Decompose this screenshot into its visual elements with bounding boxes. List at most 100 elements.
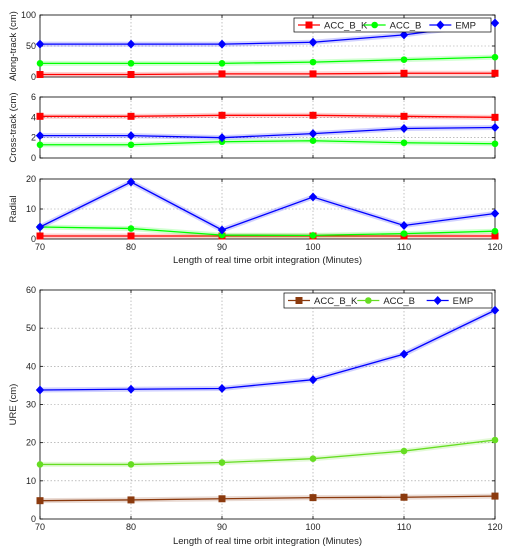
data-point: [35, 39, 45, 49]
x-tick-label: 80: [126, 242, 136, 252]
legend-marker: [436, 20, 445, 30]
data-point: [218, 459, 226, 466]
legend-marker: [295, 297, 303, 304]
x-tick-label: 90: [217, 522, 227, 532]
legend-marker: [365, 297, 372, 304]
data-point: [400, 56, 408, 63]
series-emp: [35, 305, 500, 395]
y-tick-label: 50: [26, 41, 36, 51]
data-point: [490, 208, 500, 219]
y-axis-label: URE (cm): [8, 384, 19, 426]
data-point: [491, 227, 499, 235]
data-point: [127, 225, 135, 232]
data-point: [491, 53, 499, 61]
data-point: [36, 71, 44, 79]
data-point: [35, 385, 45, 395]
x-tick-label: 120: [487, 242, 502, 252]
data-point: [309, 232, 317, 239]
legend-label: ACC_B_K: [324, 20, 368, 31]
y-tick-label: 30: [26, 400, 36, 410]
data-point: [217, 225, 227, 235]
data-point: [126, 131, 136, 141]
series-emp: [35, 177, 500, 235]
data-point: [309, 494, 317, 502]
legend-marker: [305, 21, 313, 29]
data-point: [36, 141, 44, 149]
data-point: [309, 58, 317, 66]
data-point: [309, 137, 317, 145]
x-tick-label: 70: [35, 522, 45, 532]
data-point: [309, 111, 317, 119]
legend-marker: [371, 21, 378, 29]
data-point: [217, 133, 227, 143]
series-line: [39, 226, 496, 237]
y-tick-label: 0: [31, 72, 36, 82]
legend-label: EMP: [453, 296, 474, 307]
x-tick-label: 120: [487, 522, 502, 532]
data-point: [218, 495, 226, 503]
y-tick-label: 20: [26, 174, 36, 184]
legend-label: ACC_B: [383, 296, 415, 307]
data-point: [35, 131, 45, 141]
data-point: [308, 37, 318, 47]
y-tick-label: 4: [31, 112, 36, 122]
data-point: [127, 461, 135, 468]
series-line: [39, 309, 496, 391]
data-point: [36, 497, 44, 505]
y-tick-label: 10: [26, 476, 36, 486]
data-point: [490, 122, 500, 133]
panel-4: 70 80 90 100 110 120 0 10 20 30 40 50 60 URE (cm) Leng…: [8, 285, 503, 547]
series-line: [40, 56, 496, 65]
y-tick-label: 0: [31, 153, 36, 163]
y-axis-label: Cross-track (cm): [8, 92, 19, 162]
data-point: [400, 493, 408, 501]
data-point: [490, 305, 500, 315]
data-point: [399, 220, 409, 231]
y-axis-label: Along-track (cm): [8, 11, 19, 81]
x-axis-label: Length of real time orbit integration (M…: [173, 536, 362, 547]
legend: ACC_B_K ACC_B EMP: [293, 17, 492, 33]
y-tick-label: 60: [26, 285, 36, 295]
legend-label: EMP: [455, 20, 476, 31]
series-line: [40, 114, 496, 118]
y-tick-label: 40: [26, 361, 36, 371]
x-tick-label: 100: [305, 522, 320, 532]
data-point: [491, 69, 499, 77]
data-point: [308, 375, 318, 385]
data-point: [309, 455, 317, 462]
data-point: [127, 60, 135, 67]
data-point: [36, 461, 44, 468]
legend-box: [293, 17, 492, 33]
data-point: [126, 177, 136, 187]
data-point: [35, 222, 45, 232]
series-emp: [35, 122, 500, 143]
data-point: [36, 60, 44, 67]
x-tick-label: 100: [305, 242, 320, 252]
series-acc-b: [36, 436, 499, 468]
data-point: [491, 113, 499, 121]
axes-box: [39, 96, 496, 159]
y-tick-label: 6: [31, 92, 36, 102]
y-tick-label: 50: [26, 323, 36, 333]
data-point: [36, 232, 44, 240]
series-line: [40, 140, 496, 146]
data-point: [218, 111, 226, 119]
data-point: [399, 30, 409, 40]
x-tick-label: 110: [397, 242, 411, 252]
data-point: [126, 39, 136, 49]
panel-2: 0 2 4 6 Cross-track (cm): [8, 92, 500, 163]
series-line: [40, 22, 496, 45]
legend-label: ACC_B_K: [314, 296, 358, 307]
series-acc-b-k: [36, 69, 499, 79]
data-point: [399, 349, 409, 359]
y-tick-label: 20: [26, 438, 36, 448]
y-tick-label: 0: [31, 514, 36, 524]
data-point: [400, 69, 408, 77]
data-point: [217, 39, 227, 49]
y-axis-label: Radial: [8, 196, 19, 223]
y-tick-label: 0: [31, 234, 36, 244]
series-line: [39, 495, 496, 502]
data-point: [218, 70, 226, 78]
series-acc-b: [36, 53, 499, 67]
